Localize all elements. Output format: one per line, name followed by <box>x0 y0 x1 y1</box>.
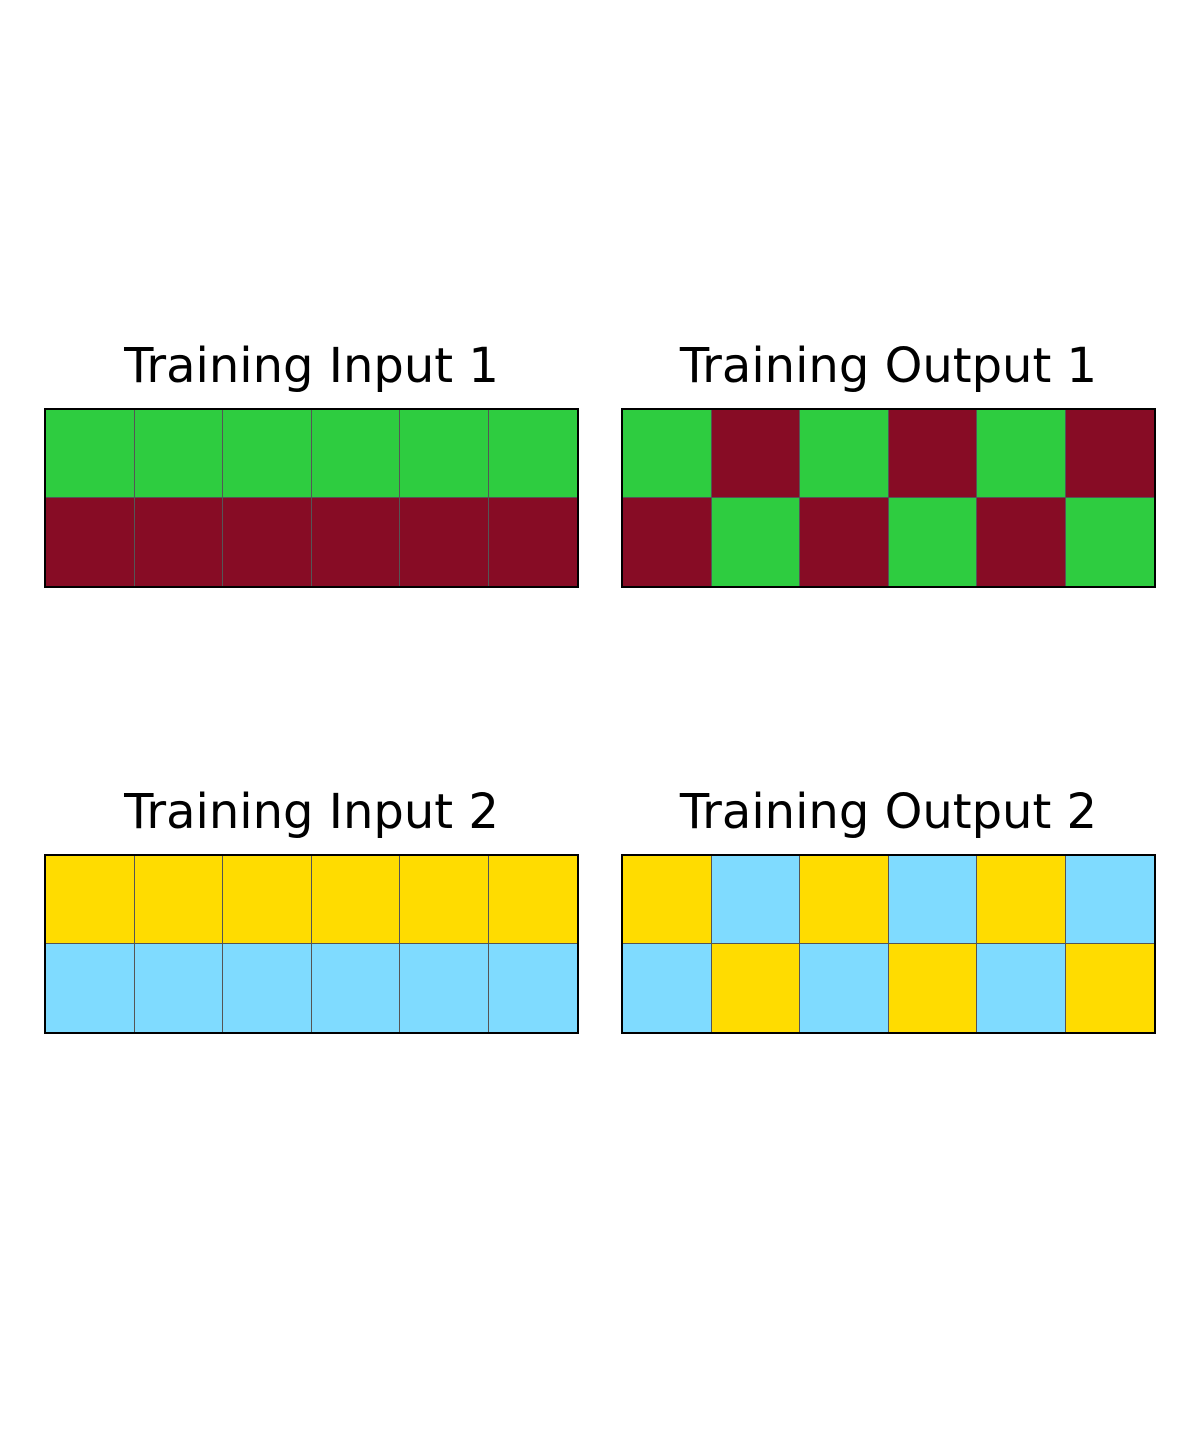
grid-cell-r0-c4 <box>977 410 1066 498</box>
grid-cell-r1-c1 <box>134 944 223 1032</box>
training-output-1-title: Training Output 1 <box>679 338 1098 394</box>
grid-cell-r1-c5 <box>1065 944 1154 1032</box>
grid-cell-r1-c2 <box>800 498 889 586</box>
grid-cell-r1-c3 <box>888 944 977 1032</box>
grid-cell-r0-c4 <box>400 856 489 944</box>
grid-cell-r1-c0 <box>46 498 135 586</box>
grid-cell-r1-c3 <box>888 498 977 586</box>
grid-cell-r1-c0 <box>623 498 712 586</box>
training-input-2-title: Training Input 2 <box>124 784 499 840</box>
grid-cell-r1-c5 <box>1065 498 1154 586</box>
grid-cell-r1-c2 <box>223 498 312 586</box>
grid-cell-r0-c0 <box>623 856 712 944</box>
grid-cell-r0-c0 <box>623 410 712 498</box>
grid-cell-r1-c1 <box>711 498 800 586</box>
grid-cell-r1-c5 <box>488 944 577 1032</box>
grid-cell-r1-c4 <box>400 498 489 586</box>
grid-cell-r0-c2 <box>800 410 889 498</box>
grid-cell-r0-c0 <box>46 856 135 944</box>
grid-cell-r0-c5 <box>488 856 577 944</box>
grid-cell-r0-c5 <box>488 410 577 498</box>
grid-cell-r0-c3 <box>888 410 977 498</box>
grid-cell-r1-c4 <box>977 498 1066 586</box>
grid-cell-r0-c2 <box>223 410 312 498</box>
grid-cell-r0-c5 <box>1065 856 1154 944</box>
grid-cell-r0-c3 <box>311 410 400 498</box>
grid-cell-r1-c1 <box>134 498 223 586</box>
grid-cell-r1-c4 <box>977 944 1066 1032</box>
grid-cell-r1-c2 <box>800 944 889 1032</box>
grid-cell-r1-c3 <box>311 944 400 1032</box>
grid-cell-r0-c1 <box>134 856 223 944</box>
training-output-1-grid <box>621 408 1156 588</box>
grid-cell-r0-c5 <box>1065 410 1154 498</box>
grid-cell-r1-c4 <box>400 944 489 1032</box>
grid-cell-r0-c1 <box>711 410 800 498</box>
grid-cell-r1-c5 <box>488 498 577 586</box>
grid-cell-r0-c1 <box>134 410 223 498</box>
grid-cell-r1-c2 <box>223 944 312 1032</box>
training-input-1-title: Training Input 1 <box>124 338 499 394</box>
grid-cell-r0-c3 <box>311 856 400 944</box>
training-input-2-grid <box>44 854 579 1034</box>
grid-cell-r0-c2 <box>223 856 312 944</box>
training-output-2-title: Training Output 2 <box>679 784 1098 840</box>
grid-cell-r0-c2 <box>800 856 889 944</box>
grid-cell-r1-c3 <box>311 498 400 586</box>
grid-cell-r0-c4 <box>400 410 489 498</box>
training-output-2-grid <box>621 854 1156 1034</box>
grid-cell-r1-c1 <box>711 944 800 1032</box>
grid-cell-r0-c1 <box>711 856 800 944</box>
grid-cell-r0-c3 <box>888 856 977 944</box>
grid-cell-r0-c4 <box>977 856 1066 944</box>
grid-cell-r1-c0 <box>46 944 135 1032</box>
grid-cell-r0-c0 <box>46 410 135 498</box>
grid-cell-r1-c0 <box>623 944 712 1032</box>
training-input-1-grid <box>44 408 579 588</box>
